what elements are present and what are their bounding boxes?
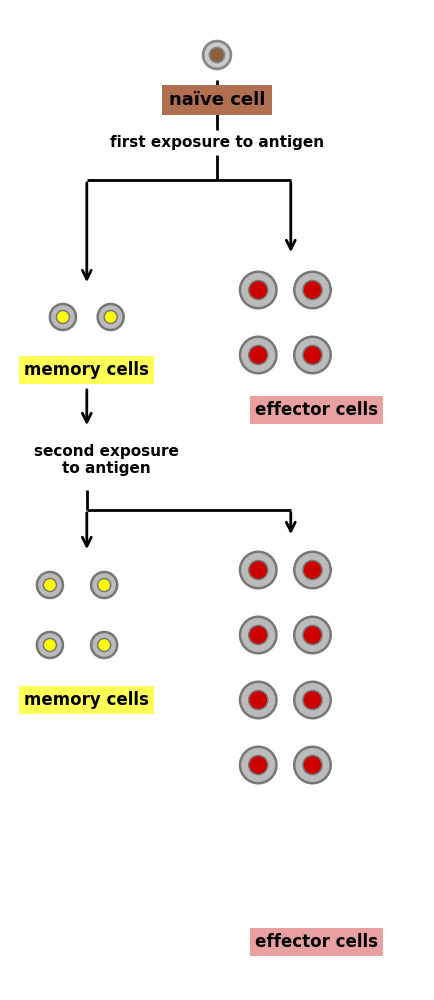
- Ellipse shape: [240, 617, 276, 653]
- Ellipse shape: [294, 272, 331, 308]
- Text: naïve cell: naïve cell: [169, 91, 265, 109]
- Ellipse shape: [209, 47, 225, 63]
- Ellipse shape: [249, 755, 268, 775]
- Ellipse shape: [249, 690, 268, 710]
- Ellipse shape: [203, 41, 231, 69]
- Ellipse shape: [240, 337, 276, 373]
- Ellipse shape: [249, 625, 268, 645]
- Ellipse shape: [249, 280, 268, 300]
- Ellipse shape: [249, 345, 268, 365]
- Ellipse shape: [104, 310, 117, 324]
- Ellipse shape: [37, 572, 63, 598]
- Ellipse shape: [91, 572, 117, 598]
- Ellipse shape: [98, 304, 124, 330]
- Ellipse shape: [249, 560, 268, 580]
- Ellipse shape: [98, 578, 111, 592]
- Ellipse shape: [303, 755, 322, 775]
- Ellipse shape: [303, 560, 322, 580]
- Ellipse shape: [294, 747, 331, 783]
- Ellipse shape: [303, 345, 322, 365]
- Ellipse shape: [294, 617, 331, 653]
- Ellipse shape: [240, 747, 276, 783]
- Ellipse shape: [303, 280, 322, 300]
- Ellipse shape: [43, 638, 56, 652]
- Ellipse shape: [56, 310, 69, 324]
- Text: second exposure
to antigen: second exposure to antigen: [34, 444, 179, 476]
- Ellipse shape: [294, 552, 331, 588]
- Ellipse shape: [294, 682, 331, 718]
- Ellipse shape: [240, 272, 276, 308]
- Ellipse shape: [43, 578, 56, 592]
- Text: effector cells: effector cells: [255, 401, 378, 419]
- Ellipse shape: [91, 632, 117, 658]
- Text: effector cells: effector cells: [255, 933, 378, 951]
- Text: memory cells: memory cells: [24, 691, 149, 709]
- Ellipse shape: [37, 632, 63, 658]
- Ellipse shape: [294, 337, 331, 373]
- Text: first exposure to antigen: first exposure to antigen: [110, 134, 324, 149]
- Ellipse shape: [98, 638, 111, 652]
- Ellipse shape: [303, 625, 322, 645]
- Ellipse shape: [303, 690, 322, 710]
- Ellipse shape: [50, 304, 76, 330]
- Ellipse shape: [240, 552, 276, 588]
- Ellipse shape: [240, 682, 276, 718]
- Text: memory cells: memory cells: [24, 361, 149, 379]
